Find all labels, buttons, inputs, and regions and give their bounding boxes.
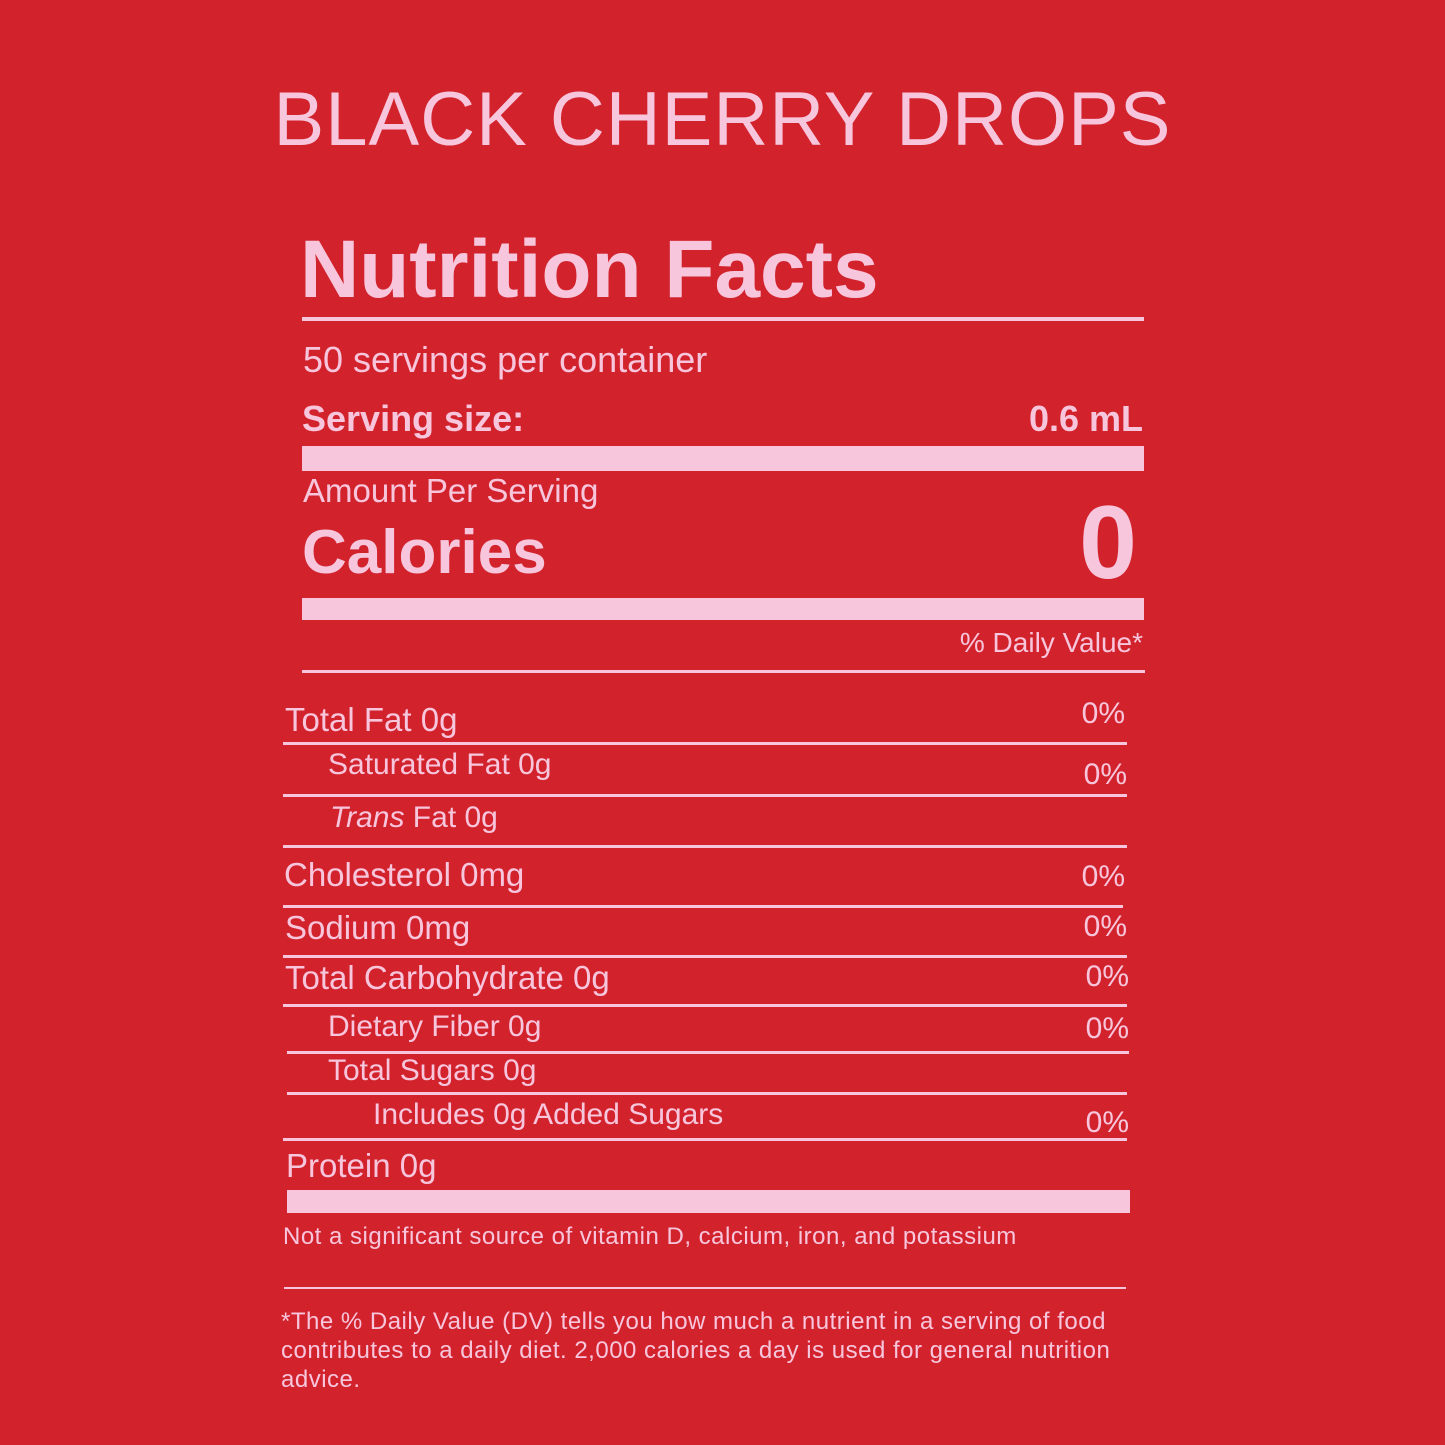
servings-per-container: 50 servings per container bbox=[303, 339, 708, 380]
nutrient-total-sugars: Total Sugars 0g bbox=[328, 1054, 537, 1087]
divider bbox=[283, 845, 1127, 848]
nutrient-total-fat: Total Fat 0g bbox=[285, 701, 458, 738]
nutrient-trans-fat: Trans Fat 0g bbox=[330, 798, 498, 838]
nutrient-total-carbohydrate: Total Carbohydrate 0g bbox=[285, 959, 610, 996]
calories-value: 0 bbox=[1079, 485, 1137, 601]
trans-fat-text: Fat 0g bbox=[404, 801, 498, 834]
daily-value-footnote: *The % Daily Value (DV) tells you how mu… bbox=[281, 1308, 1111, 1393]
divider bbox=[287, 1092, 1127, 1095]
thick-divider bbox=[287, 1190, 1130, 1213]
nutrient-protein: Protein 0g bbox=[286, 1147, 437, 1184]
divider bbox=[283, 905, 1123, 908]
divider bbox=[287, 1051, 1129, 1054]
divider bbox=[302, 317, 1144, 321]
divider bbox=[283, 1138, 1127, 1141]
calories-label: Calories bbox=[302, 518, 547, 587]
divider bbox=[284, 1287, 1126, 1289]
product-title: BLACK CHERRY DROPS bbox=[273, 77, 1172, 162]
thick-divider bbox=[302, 446, 1144, 471]
thick-divider bbox=[302, 598, 1144, 620]
nutrient-sodium: Sodium 0mg bbox=[285, 909, 471, 946]
nutrient-cholesterol: Cholesterol 0mg bbox=[284, 856, 525, 893]
divider bbox=[283, 955, 1127, 958]
nutrient-dietary-fiber: Dietary Fiber 0g bbox=[328, 1010, 542, 1043]
nutrient-sodium-dv: 0% bbox=[1083, 910, 1127, 943]
nutrition-facts-title: Nutrition Facts bbox=[300, 224, 879, 315]
divider bbox=[283, 742, 1127, 745]
amount-per-serving: Amount Per Serving bbox=[303, 472, 599, 509]
nutrient-total-fat-dv: 0% bbox=[1081, 697, 1125, 730]
trans-label: Trans bbox=[330, 801, 405, 834]
nutrient-dietary-fiber-dv: 0% bbox=[1085, 1012, 1129, 1045]
divider bbox=[283, 794, 1127, 797]
nutrient-added-sugars: Includes 0g Added Sugars bbox=[373, 1098, 724, 1131]
divider bbox=[302, 670, 1145, 673]
nutrient-total-carbohydrate-dv: 0% bbox=[1085, 960, 1129, 993]
serving-size-label: Serving size: bbox=[302, 398, 525, 439]
vitamins-footnote: Not a significant source of vitamin D, c… bbox=[283, 1223, 1017, 1250]
nutrient-cholesterol-dv: 0% bbox=[1081, 860, 1125, 893]
nutrient-saturated-fat: Saturated Fat 0g bbox=[328, 748, 552, 781]
daily-value-header: % Daily Value* bbox=[959, 627, 1143, 658]
divider bbox=[283, 1004, 1127, 1007]
serving-size-value: 0.6 mL bbox=[1028, 398, 1143, 439]
nutrient-added-sugars-dv: 0% bbox=[1085, 1106, 1129, 1139]
nutrient-saturated-fat-dv: 0% bbox=[1083, 758, 1127, 791]
